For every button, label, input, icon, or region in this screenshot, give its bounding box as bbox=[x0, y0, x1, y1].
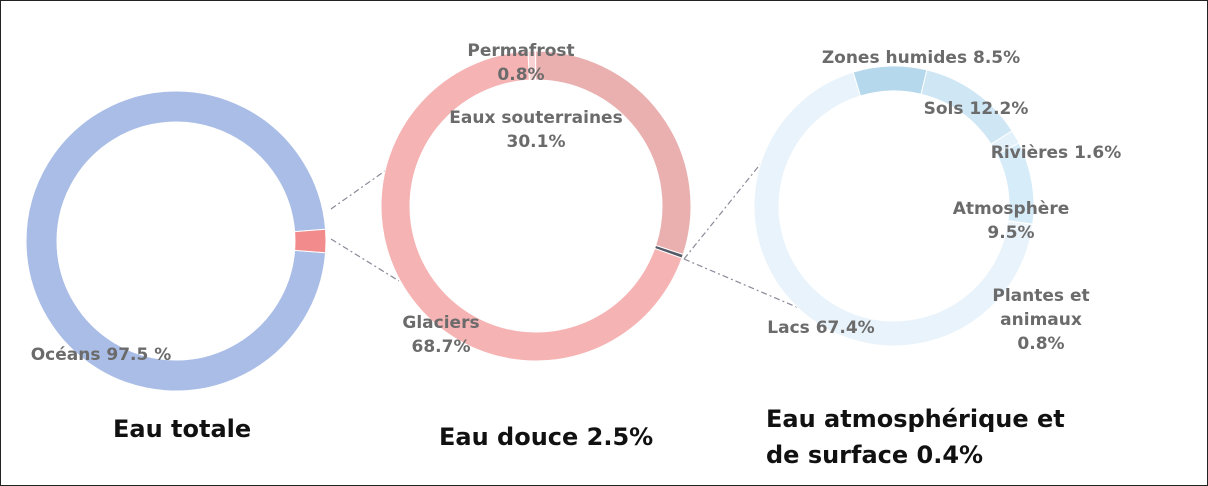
category-label: Atmosphère bbox=[952, 199, 1070, 219]
segment-label: Rivières 1.6% bbox=[979, 141, 1134, 165]
chart-title: Eau atmosphérique et de surface 0.4% bbox=[766, 405, 1065, 469]
value-label: 9.5% bbox=[987, 223, 1035, 243]
value-label: 8.5% bbox=[973, 48, 1021, 68]
value-label: 0.8% bbox=[497, 65, 545, 85]
segment-label: Atmosphère 9.5% bbox=[941, 197, 1081, 245]
value-label: 12.2% bbox=[969, 99, 1029, 119]
segment-label: Sols 12.2% bbox=[911, 97, 1041, 121]
category-label: Océans bbox=[30, 345, 101, 365]
chart-title: Eau douce 2.5% bbox=[439, 423, 654, 451]
value-label: 30.1% bbox=[506, 132, 566, 152]
value-label: 67.4% bbox=[815, 318, 875, 338]
donut-segment bbox=[380, 50, 683, 362]
donut-segment bbox=[25, 90, 327, 392]
donut-segment bbox=[753, 71, 1033, 347]
donut-segment bbox=[852, 65, 928, 97]
category-label: Glaciers bbox=[402, 313, 480, 333]
value-label: 97.5 % bbox=[106, 345, 172, 365]
category-label: Eaux souterraines bbox=[449, 108, 623, 128]
segment-label: Lacs 67.4% bbox=[746, 316, 896, 340]
segment-label: Glaciers 68.7% bbox=[371, 311, 511, 359]
category-label: Zones humides bbox=[821, 48, 968, 68]
category-label: Lacs bbox=[767, 318, 810, 338]
value-label: 68.7% bbox=[411, 337, 471, 357]
category-label: Permafrost bbox=[467, 41, 575, 61]
donut-segment bbox=[294, 228, 327, 254]
category-label: Rivières bbox=[990, 143, 1069, 163]
segment-label: Zones humides 8.5% bbox=[801, 46, 1041, 70]
segment-label: Eaux souterraines 30.1% bbox=[436, 106, 636, 154]
chart-title: Eau totale bbox=[113, 415, 252, 443]
segment-label: Plantes et animaux 0.8% bbox=[971, 284, 1111, 356]
segment-label: Océans 97.5 % bbox=[11, 343, 191, 367]
category-label: Plantes et animaux bbox=[992, 286, 1090, 330]
segment-label: Permafrost 0.8% bbox=[451, 39, 591, 87]
value-label: 0.8% bbox=[1017, 334, 1065, 354]
category-label: Sols bbox=[923, 99, 964, 119]
value-label: 1.6% bbox=[1074, 143, 1122, 163]
